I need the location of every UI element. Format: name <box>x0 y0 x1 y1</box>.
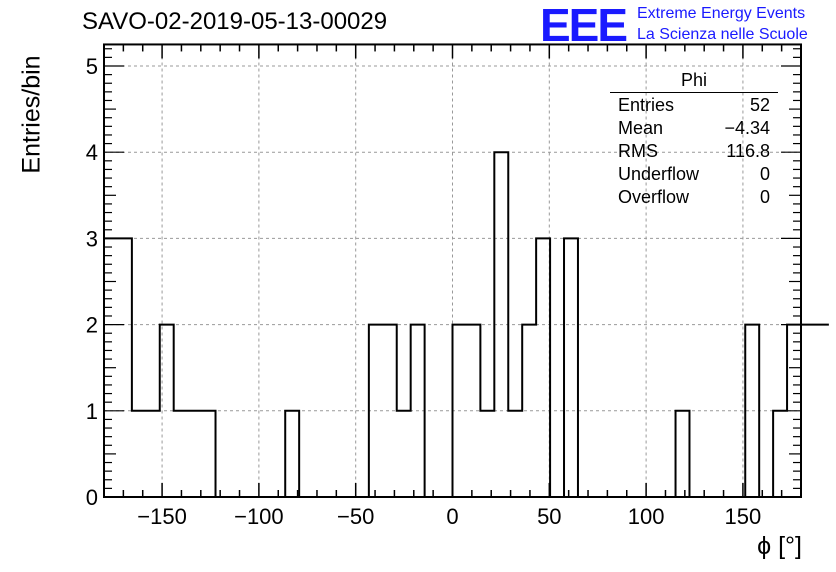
logo-subtitle: Extreme Energy Events La Scienza nelle S… <box>637 3 808 45</box>
stats-value: 116.8 <box>726 141 770 161</box>
eee-logo: EEE <box>540 0 628 51</box>
x-tick-label: −50 <box>337 504 374 529</box>
stats-row-underflow: Underflow 0 <box>610 163 778 186</box>
x-tick-label: −100 <box>234 504 284 529</box>
stats-value: 0 <box>759 164 770 184</box>
y-tick-label: 0 <box>86 485 98 510</box>
histogram-bin <box>676 411 690 497</box>
histogram-bin <box>202 411 216 497</box>
histogram-bin <box>188 411 202 497</box>
stats-value: 0 <box>759 187 770 207</box>
histogram-bin <box>118 238 132 497</box>
x-tick-label: −150 <box>137 504 187 529</box>
x-tick-label: 150 <box>725 504 762 529</box>
histogram-bin <box>536 238 550 497</box>
histogram-bin <box>801 325 815 497</box>
x-tick-label: 0 <box>446 504 458 529</box>
y-tick-label: 3 <box>86 226 98 251</box>
histogram-bin <box>815 325 829 497</box>
histogram-bin <box>146 411 160 497</box>
stats-row-entries: Entries 52 <box>610 94 778 117</box>
histogram-bin <box>564 238 578 497</box>
stats-label: RMS <box>618 141 658 161</box>
y-tick-label: 1 <box>86 399 98 424</box>
y-tick-label: 4 <box>86 140 98 165</box>
histogram-bin <box>480 411 494 497</box>
histogram-bin <box>773 411 787 497</box>
histogram-bin <box>132 411 146 497</box>
x-axis-label: ϕ [°] <box>757 532 802 560</box>
stats-label: Overflow <box>618 187 690 207</box>
x-tick-label: 50 <box>537 504 561 529</box>
stats-label: Mean <box>618 118 664 138</box>
stats-label: Underflow <box>618 164 700 184</box>
stats-title: Phi <box>610 70 778 93</box>
histogram-bin <box>397 411 411 497</box>
y-axis-label: Entries/bin <box>17 55 46 174</box>
stats-box: Phi Entries 52 Mean −4.34 RMS 116.8 Unde… <box>610 70 778 209</box>
stats-value: −4.34 <box>724 118 770 138</box>
stats-row-mean: Mean −4.34 <box>610 117 778 140</box>
x-tick-label: 100 <box>628 504 665 529</box>
logo-line-2: La Scienza nelle Scuole <box>637 26 808 43</box>
histogram-bin <box>174 411 188 497</box>
stats-value: 52 <box>749 95 770 115</box>
stats-row-rms: RMS 116.8 <box>610 140 778 163</box>
y-tick-label: 2 <box>86 313 98 338</box>
y-tick-label: 5 <box>86 54 98 79</box>
stats-label: Entries <box>618 95 675 115</box>
chart-title: SAVO-02-2019-05-13-00029 <box>82 8 388 35</box>
histogram-bin <box>285 411 299 497</box>
histogram-bin <box>508 411 522 497</box>
stats-row-overflow: Overflow 0 <box>610 186 778 209</box>
logo-line-1: Extreme Energy Events <box>637 5 806 22</box>
